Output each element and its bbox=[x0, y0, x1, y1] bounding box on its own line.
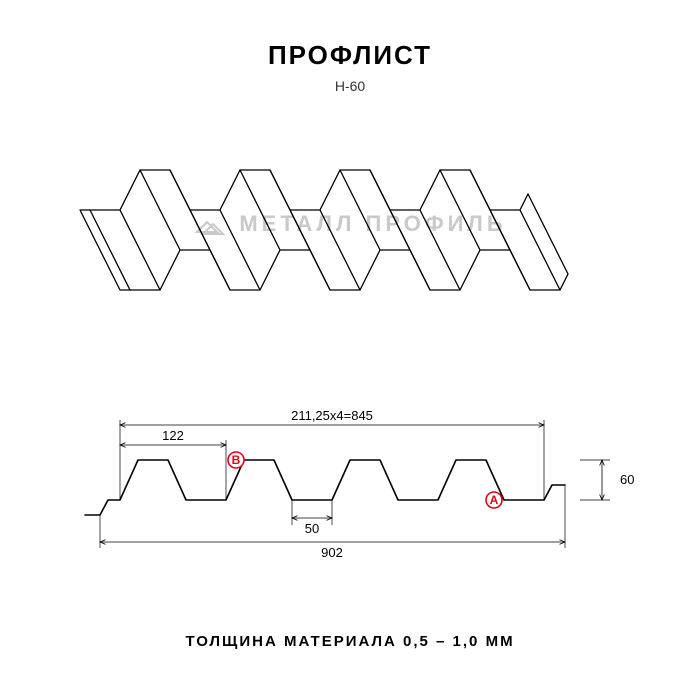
dim-top-width: 211,25x4=845 bbox=[291, 408, 373, 423]
cross-section-view: 211,25x4=845 122 50 902 60 B A bbox=[50, 400, 650, 580]
page-title: ПРОФЛИСТ bbox=[0, 40, 700, 71]
isometric-view bbox=[50, 140, 650, 340]
page: ПРОФЛИСТ Н-60 МЕТАЛЛ ПРОФИЛЬ bbox=[0, 0, 700, 700]
marker-b-label: B bbox=[232, 453, 241, 467]
dim-valley-width: 50 bbox=[305, 521, 319, 536]
cross-section-svg: 211,25x4=845 122 50 902 60 B A bbox=[50, 400, 650, 580]
footer-text: ТОЛЩИНА МАТЕРИАЛА 0,5 – 1,0 ММ bbox=[0, 633, 700, 650]
dim-pitch: 122 bbox=[162, 428, 184, 443]
isometric-svg bbox=[50, 140, 650, 340]
marker-b: B bbox=[228, 452, 244, 468]
page-subtitle: Н-60 bbox=[0, 78, 700, 94]
marker-a-label: A bbox=[490, 493, 499, 507]
dim-height: 60 bbox=[620, 472, 634, 487]
marker-a: A bbox=[486, 492, 502, 508]
dim-overall-width: 902 bbox=[321, 545, 343, 560]
